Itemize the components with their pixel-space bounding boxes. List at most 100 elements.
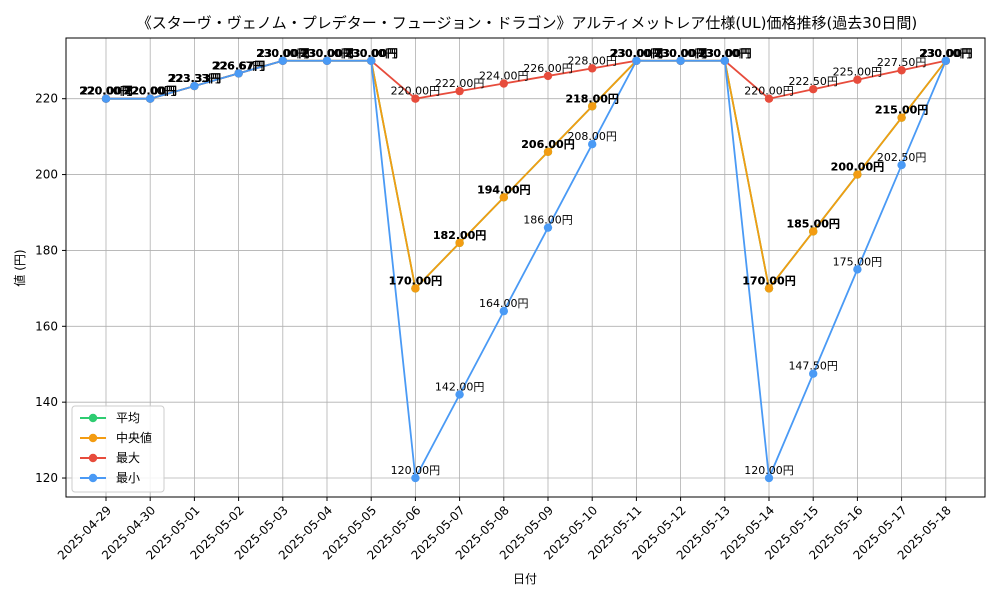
data-label: 220.00円 [79, 85, 132, 98]
data-label: 220.00円 [79, 85, 132, 98]
data-point [720, 56, 729, 65]
y-tick-label: 120 [35, 471, 58, 485]
legend-marker [88, 413, 98, 423]
legend-frame [71, 405, 165, 493]
y-axis: 120 140 160 180 200 220 [35, 92, 66, 485]
data-label: 142.00円 [435, 381, 485, 394]
data-label: 230.00円 [656, 47, 706, 60]
data-label: 215.00円 [875, 104, 928, 117]
legend-marker [88, 453, 98, 463]
data-label: 120.00円 [744, 464, 794, 477]
data-label: 230.00円 [346, 47, 396, 60]
data-label: 226.67円 [214, 59, 264, 72]
data-point [499, 306, 508, 316]
data-point [588, 102, 597, 111]
data-point [764, 94, 774, 103]
data-point [809, 85, 818, 94]
data-label: 200.00円 [831, 161, 884, 174]
data-point [853, 170, 862, 179]
legend-label: 中央値 [116, 430, 152, 445]
data-label: 226.67円 [212, 59, 265, 72]
data-label: 230.00円 [919, 47, 972, 60]
series [101, 56, 950, 483]
data-label: 223.33円 [168, 72, 221, 85]
data-label: 186.00円 [523, 214, 573, 227]
data-label: 230.00円 [610, 47, 663, 60]
data-label: 222.00円 [435, 77, 485, 90]
data-label: 230.00円 [921, 47, 971, 60]
data-label: 230.00円 [700, 47, 750, 60]
data-point [764, 473, 774, 483]
data-label: 230.00円 [300, 47, 353, 60]
data-label: 230.00円 [300, 47, 353, 60]
data-label: 182.00円 [433, 229, 486, 242]
data-label: 220.00円 [391, 85, 441, 98]
data-label: 230.00円 [919, 47, 972, 60]
data-label: 223.33円 [170, 72, 220, 85]
data-point [411, 94, 420, 103]
data-point [809, 227, 818, 236]
data-point [588, 140, 597, 149]
data-label: 182.00円 [433, 229, 486, 242]
data-label: 220.00円 [123, 85, 176, 98]
data-label: 230.00円 [656, 47, 706, 60]
data-label: 220.00円 [125, 85, 175, 98]
chart-title: 《スターヴ・ヴェノム・プレデター・フュージョン・ドラゴン》アルティメットレア仕様… [137, 14, 918, 32]
data-point [676, 56, 685, 65]
data-label: 206.00円 [521, 138, 574, 151]
data-label: 185.00円 [786, 217, 839, 230]
data-label: 230.00円 [612, 47, 662, 60]
data-label: 194.00円 [477, 183, 530, 196]
data-label: 230.00円 [344, 47, 397, 60]
data-point [278, 56, 287, 65]
data-label: 170.00円 [389, 274, 442, 287]
data-point [543, 71, 553, 81]
data-label: 215.00円 [875, 104, 928, 117]
data-label: 220.00円 [123, 85, 176, 98]
data-label: 226.67円 [214, 59, 264, 72]
data-point [853, 265, 862, 274]
data-point [764, 284, 774, 293]
data-point [543, 147, 553, 157]
data-label: 170.00円 [742, 274, 795, 287]
data-labels: 220.00円220.00円223.33円226.67円230.00円230.0… [79, 47, 972, 477]
data-point [897, 160, 906, 170]
data-label: 194.00円 [477, 183, 530, 196]
data-point [367, 56, 376, 65]
data-label: 206.00円 [521, 138, 574, 151]
data-label: 230.00円 [256, 47, 309, 60]
data-point [941, 56, 950, 65]
data-label: 230.00円 [612, 47, 662, 60]
data-point [411, 284, 420, 293]
data-label: 230.00円 [698, 47, 751, 60]
data-point [499, 79, 508, 88]
data-point [455, 238, 464, 248]
data-label: 220.00円 [744, 85, 794, 98]
data-label: 230.00円 [258, 47, 308, 60]
data-label: 228.00円 [567, 54, 617, 67]
data-label: 185.00円 [786, 217, 839, 230]
data-label: 226.67円 [212, 59, 265, 72]
data-label: 230.00円 [698, 47, 751, 60]
data-label: 223.33円 [168, 72, 221, 85]
data-label: 230.00円 [654, 47, 707, 60]
data-point [322, 56, 332, 65]
data-point [411, 473, 420, 483]
legend-label: 平均 [116, 411, 140, 425]
y-tick-label: 140 [35, 395, 58, 409]
y-axis-label: 値 (円) [12, 249, 27, 286]
data-label: 220.00円 [125, 85, 175, 98]
data-point [897, 113, 906, 122]
x-axis-label: 日付 [513, 572, 537, 586]
data-point [146, 94, 155, 103]
data-label: 230.00円 [921, 47, 971, 60]
data-label: 230.00円 [302, 47, 352, 60]
data-point [234, 69, 243, 78]
data-label: 202.50円 [877, 151, 927, 164]
legend-label: 最大 [116, 451, 140, 465]
data-point [543, 223, 553, 232]
series-line [106, 59, 947, 482]
y-tick-label: 200 [35, 168, 58, 182]
